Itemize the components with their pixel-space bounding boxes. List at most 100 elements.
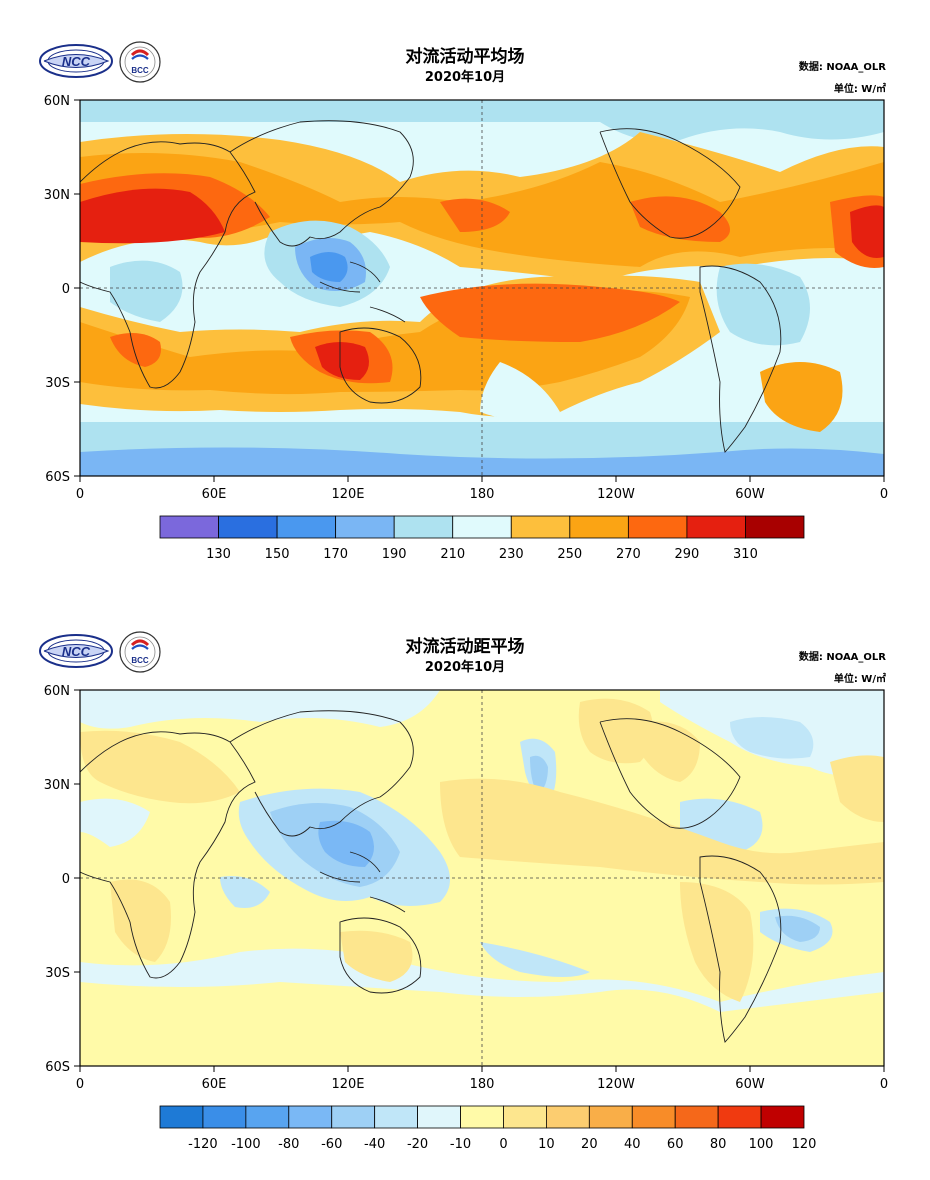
- lat-label: 60S: [45, 470, 70, 485]
- lat-axis: 60N 30N 0 30S 60S: [44, 94, 80, 485]
- lat-label: 30S: [45, 376, 70, 391]
- lat-label: 60S: [45, 1060, 70, 1075]
- lat-label: 30N: [44, 188, 70, 203]
- anomaly-olr-map: 60N 30N 0 30S 60S 0 60E 120E 180 120W 60…: [44, 684, 888, 1092]
- lon-label: 180: [470, 1077, 495, 1092]
- coastlines: [80, 710, 782, 1043]
- colorbar-swatch: [588, 1105, 633, 1129]
- colorbar-label: 150: [265, 547, 290, 562]
- colorbar-swatch: [760, 1105, 805, 1129]
- mean-colorbar: 130 150 170 190 210 230 250 270 290 310: [159, 515, 805, 562]
- lon-label: 120W: [597, 487, 635, 502]
- colorbar-swatch: [218, 515, 278, 539]
- lon-label: 120E: [331, 1077, 364, 1092]
- lon-axis: 0 60E 120E 180 120W 60W 0: [76, 1066, 888, 1092]
- lat-label: 30N: [44, 778, 70, 793]
- colorbar-label: -120: [188, 1137, 218, 1152]
- bcc-logo-icon: BCC: [119, 41, 161, 83]
- panel-subtitle: 2020年10月: [424, 70, 506, 85]
- colorbar-swatch: [717, 1105, 762, 1129]
- lat-label: 0: [62, 872, 70, 887]
- colorbar-label: 310: [733, 547, 758, 562]
- colorbar-swatch: [569, 515, 629, 539]
- colorbar-swatch: [288, 1105, 333, 1129]
- colorbar-swatch: [159, 515, 219, 539]
- panel-title: 对流活动平均场: [405, 47, 525, 67]
- panel-subtitle: 2020年10月: [424, 660, 506, 675]
- colorbar-swatch: [460, 1105, 504, 1129]
- colorbar-swatch: [335, 515, 395, 539]
- lat-label: 60N: [44, 94, 70, 109]
- data-source-label: 数据: NOAA_OLR: [798, 652, 886, 663]
- colorbar-label: 190: [382, 547, 407, 562]
- mean-olr-map: 60N 30N 0 30S 60S 0 60E 120E 180 120W 60…: [44, 94, 888, 502]
- colorbar-label: 290: [674, 547, 699, 562]
- colorbar-swatch: [674, 1105, 719, 1129]
- ncc-logo-icon: NCC: [39, 44, 113, 78]
- colorbar-label: 120: [792, 1137, 817, 1152]
- lon-label: 0: [76, 487, 84, 502]
- colorbar-label: -80: [278, 1137, 299, 1152]
- colorbar-swatch: [631, 1105, 676, 1129]
- bcc-logo-text: BCC: [131, 656, 149, 665]
- data-source-label: 数据: NOAA_OLR: [798, 62, 886, 73]
- colorbar-swatch: [417, 1105, 461, 1129]
- colorbar-label: 20: [581, 1137, 598, 1152]
- colorbar-label: 270: [616, 547, 641, 562]
- lon-label: 0: [880, 1077, 888, 1092]
- colorbar-label: -60: [321, 1137, 342, 1152]
- colorbar-label: -100: [231, 1137, 261, 1152]
- colorbar-swatch: [202, 1105, 247, 1129]
- ncc-logo-text: NCC: [62, 54, 91, 69]
- lat-label: 0: [62, 282, 70, 297]
- ncc-logo-text: NCC: [62, 644, 91, 659]
- colorbar-swatch: [745, 515, 805, 539]
- anomaly-olr-panel: NCC BCC 对流活动距平场 2020年10月 数据: NOAA_OLR 单位…: [0, 590, 930, 1180]
- colorbar-swatch: [331, 1105, 376, 1129]
- colorbar-label: 100: [749, 1137, 774, 1152]
- lon-label: 60E: [202, 487, 227, 502]
- lat-label: 30S: [45, 966, 70, 981]
- mean-olr-panel: NCC BCC 对流活动平均场 2020年10月 数据: NOAA_OLR 单位…: [39, 41, 888, 562]
- bcc-logo-text: BCC: [131, 66, 149, 75]
- lat-label: 60N: [44, 684, 70, 699]
- lon-label: 60W: [735, 487, 765, 502]
- colorbar-label: 210: [440, 547, 465, 562]
- colorbar-label: 40: [624, 1137, 641, 1152]
- lon-label: 0: [880, 487, 888, 502]
- colorbar-label: 80: [710, 1137, 727, 1152]
- lon-label: 60W: [735, 1077, 765, 1092]
- colorbar-swatch: [510, 515, 571, 539]
- colorbar-swatch: [374, 1105, 419, 1129]
- colorbar-label: 230: [499, 547, 524, 562]
- colorbar-label: 130: [206, 547, 231, 562]
- colorbar-label: 250: [557, 547, 582, 562]
- colorbar-swatch: [452, 515, 512, 539]
- colorbar-label: 10: [538, 1137, 555, 1152]
- lat-axis: 60N 30N 0 30S 60S: [44, 684, 80, 1075]
- lon-label: 180: [470, 487, 495, 502]
- unit-label: 单位: W/㎡: [833, 84, 886, 95]
- bcc-logo-icon: BCC: [119, 631, 161, 673]
- colorbar-swatch: [545, 1105, 590, 1129]
- colorbar-label: 170: [323, 547, 348, 562]
- anomaly-colorbar: -120 -100 -80 -60 -40 -20 -10 0 10 20 40 60 80 100 120: [159, 1105, 817, 1152]
- colorbar-swatch: [245, 1105, 290, 1129]
- lon-axis: 0 60E 120E 180 120W 60W 0: [76, 476, 888, 502]
- lon-label: 120E: [331, 487, 364, 502]
- colorbar-swatch: [503, 1105, 547, 1129]
- coastlines: [80, 120, 782, 453]
- colorbar-label: 60: [667, 1137, 684, 1152]
- colorbar-swatch: [276, 515, 337, 539]
- colorbar-label: -40: [364, 1137, 385, 1152]
- lon-label: 0: [76, 1077, 84, 1092]
- colorbar-label: -10: [450, 1137, 471, 1152]
- lon-label: 60E: [202, 1077, 227, 1092]
- colorbar-swatch: [627, 515, 688, 539]
- unit-label: 单位: W/㎡: [833, 674, 886, 685]
- colorbar-label: -20: [407, 1137, 428, 1152]
- colorbar-swatch: [159, 1105, 204, 1129]
- colorbar-swatch: [686, 515, 746, 539]
- ncc-logo-icon: NCC: [39, 634, 113, 668]
- colorbar-swatch: [393, 515, 454, 539]
